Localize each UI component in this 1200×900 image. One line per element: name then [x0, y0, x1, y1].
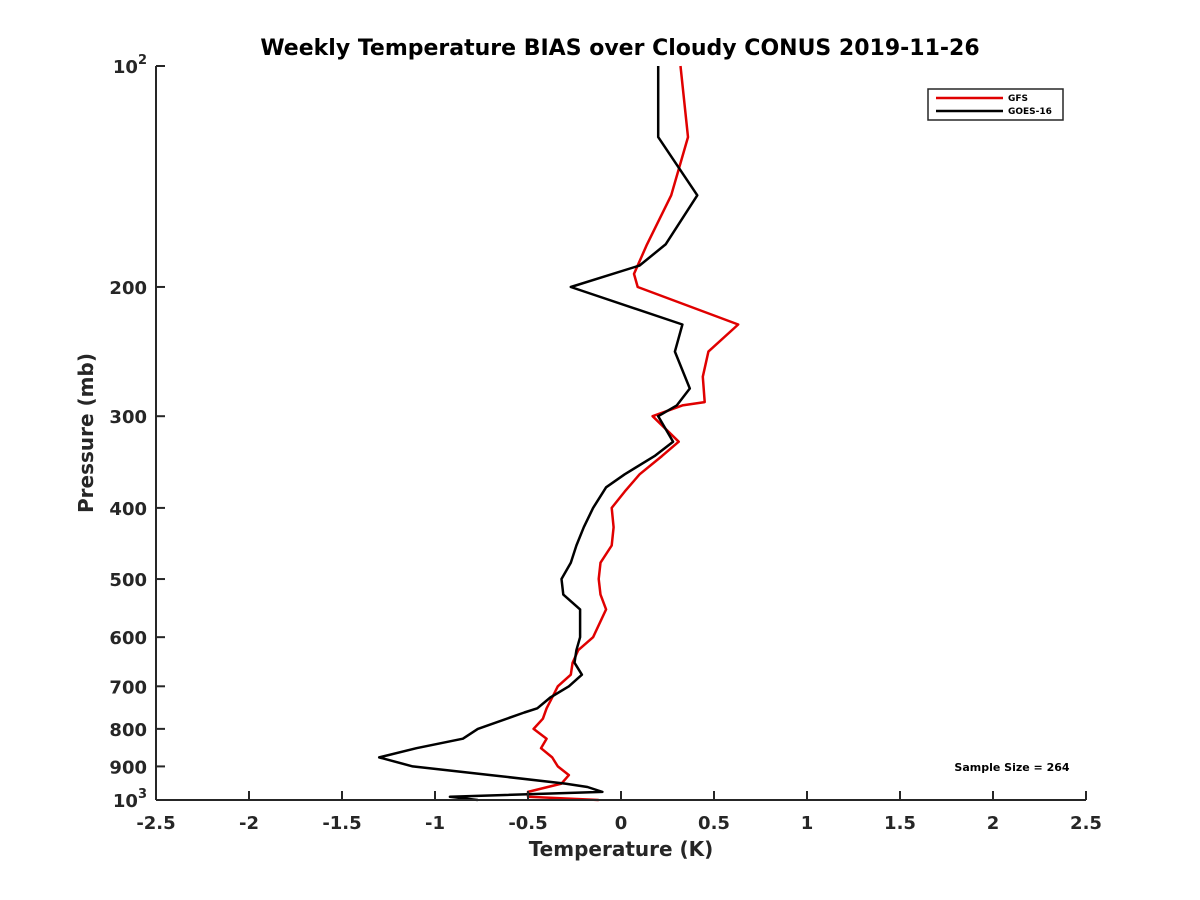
chart-title: Weekly Temperature BIAS over Cloudy CONU… [260, 36, 979, 61]
y-tick-label: 800 [109, 720, 147, 741]
x-tick-label: -2.5 [136, 813, 175, 834]
y-tick-label-exponent: 2 [138, 53, 147, 68]
series-line-gfs [526, 65, 740, 802]
legend-label: GFS [1008, 94, 1028, 104]
y-tick-label-base: 300 [109, 407, 147, 428]
y-tick-label: 103 [113, 787, 147, 812]
series-layer [377, 65, 740, 802]
x-tick-label: -2 [239, 813, 259, 834]
y-tick-label: 700 [109, 677, 147, 698]
x-tick-label: 0.5 [698, 813, 730, 834]
x-tick-label: -1 [425, 813, 445, 834]
y-tick-label: 900 [109, 757, 147, 778]
legend-label: GOES-16 [1008, 107, 1052, 117]
y-axis-label: Pressure (mb) [74, 353, 98, 513]
y-tick-label-base: 800 [109, 720, 147, 741]
y-tick-label-exponent: 3 [138, 787, 147, 802]
y-tick-label: 300 [109, 407, 147, 428]
x-tick-label: -1.5 [322, 813, 361, 834]
legend: GFS GOES-16 [927, 88, 1064, 121]
x-tick-label: 2.5 [1070, 813, 1102, 834]
y-tick-label-base: 600 [109, 628, 147, 649]
x-tick-label: 1.5 [884, 813, 916, 834]
sample-size-annotation: Sample Size = 264 [954, 761, 1069, 774]
x-axis-ticks: -2.5 -2 -1.5 -1 -0.5 0 0.5 1 1.5 2 2.5 [136, 791, 1102, 834]
y-tick-label: 102 [113, 53, 147, 78]
x-tick-label: -0.5 [508, 813, 547, 834]
y-tick-label: 200 [109, 278, 147, 299]
y-tick-label-base: 10 [113, 791, 138, 812]
y-tick-label: 600 [109, 628, 147, 649]
x-axis-label: Temperature (K) [529, 837, 714, 861]
x-tick-label: 2 [987, 813, 1000, 834]
y-tick-label: 400 [109, 499, 147, 520]
series-line-goes-16 [377, 66, 699, 802]
y-tick-label-base: 900 [109, 757, 147, 778]
x-tick-label: 1 [801, 813, 814, 834]
y-tick-label-base: 200 [109, 278, 147, 299]
y-tick-label-base: 700 [109, 677, 147, 698]
y-tick-label-base: 10 [113, 57, 138, 78]
x-tick-label: 0 [615, 813, 628, 834]
y-tick-label-base: 400 [109, 499, 147, 520]
y-tick-label: 500 [109, 570, 147, 591]
y-tick-label-base: 500 [109, 570, 147, 591]
legend-box [927, 88, 1064, 121]
